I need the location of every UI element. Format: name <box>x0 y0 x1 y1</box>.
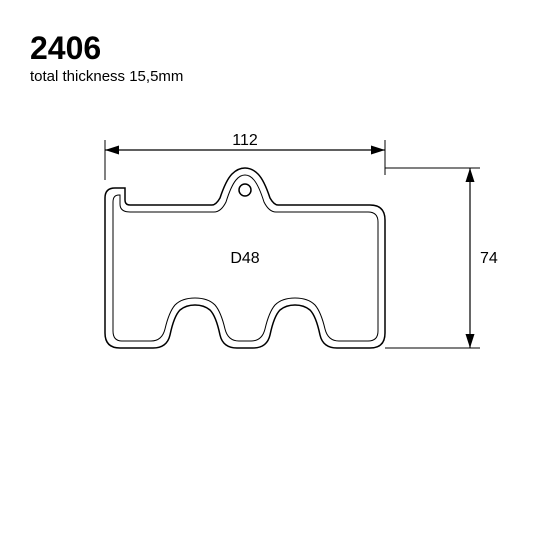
arrow-right <box>371 146 385 155</box>
mounting-hole <box>239 184 251 196</box>
part-number: 2406 <box>30 30 101 67</box>
thickness-label: total thickness 15,5mm <box>30 68 183 85</box>
drawing-svg: 112 74 D48 <box>40 120 510 400</box>
dim-height-label: 74 <box>480 250 498 267</box>
arrow-bottom <box>466 334 475 348</box>
arrow-left <box>105 146 119 155</box>
diagram-container: 2406 total thickness 15,5mm 112 74 <box>0 0 539 539</box>
arrow-top <box>466 168 475 182</box>
dim-width-label: 112 <box>232 132 258 149</box>
pad-marking: D48 <box>230 250 259 267</box>
technical-drawing: 112 74 D48 <box>40 120 510 400</box>
